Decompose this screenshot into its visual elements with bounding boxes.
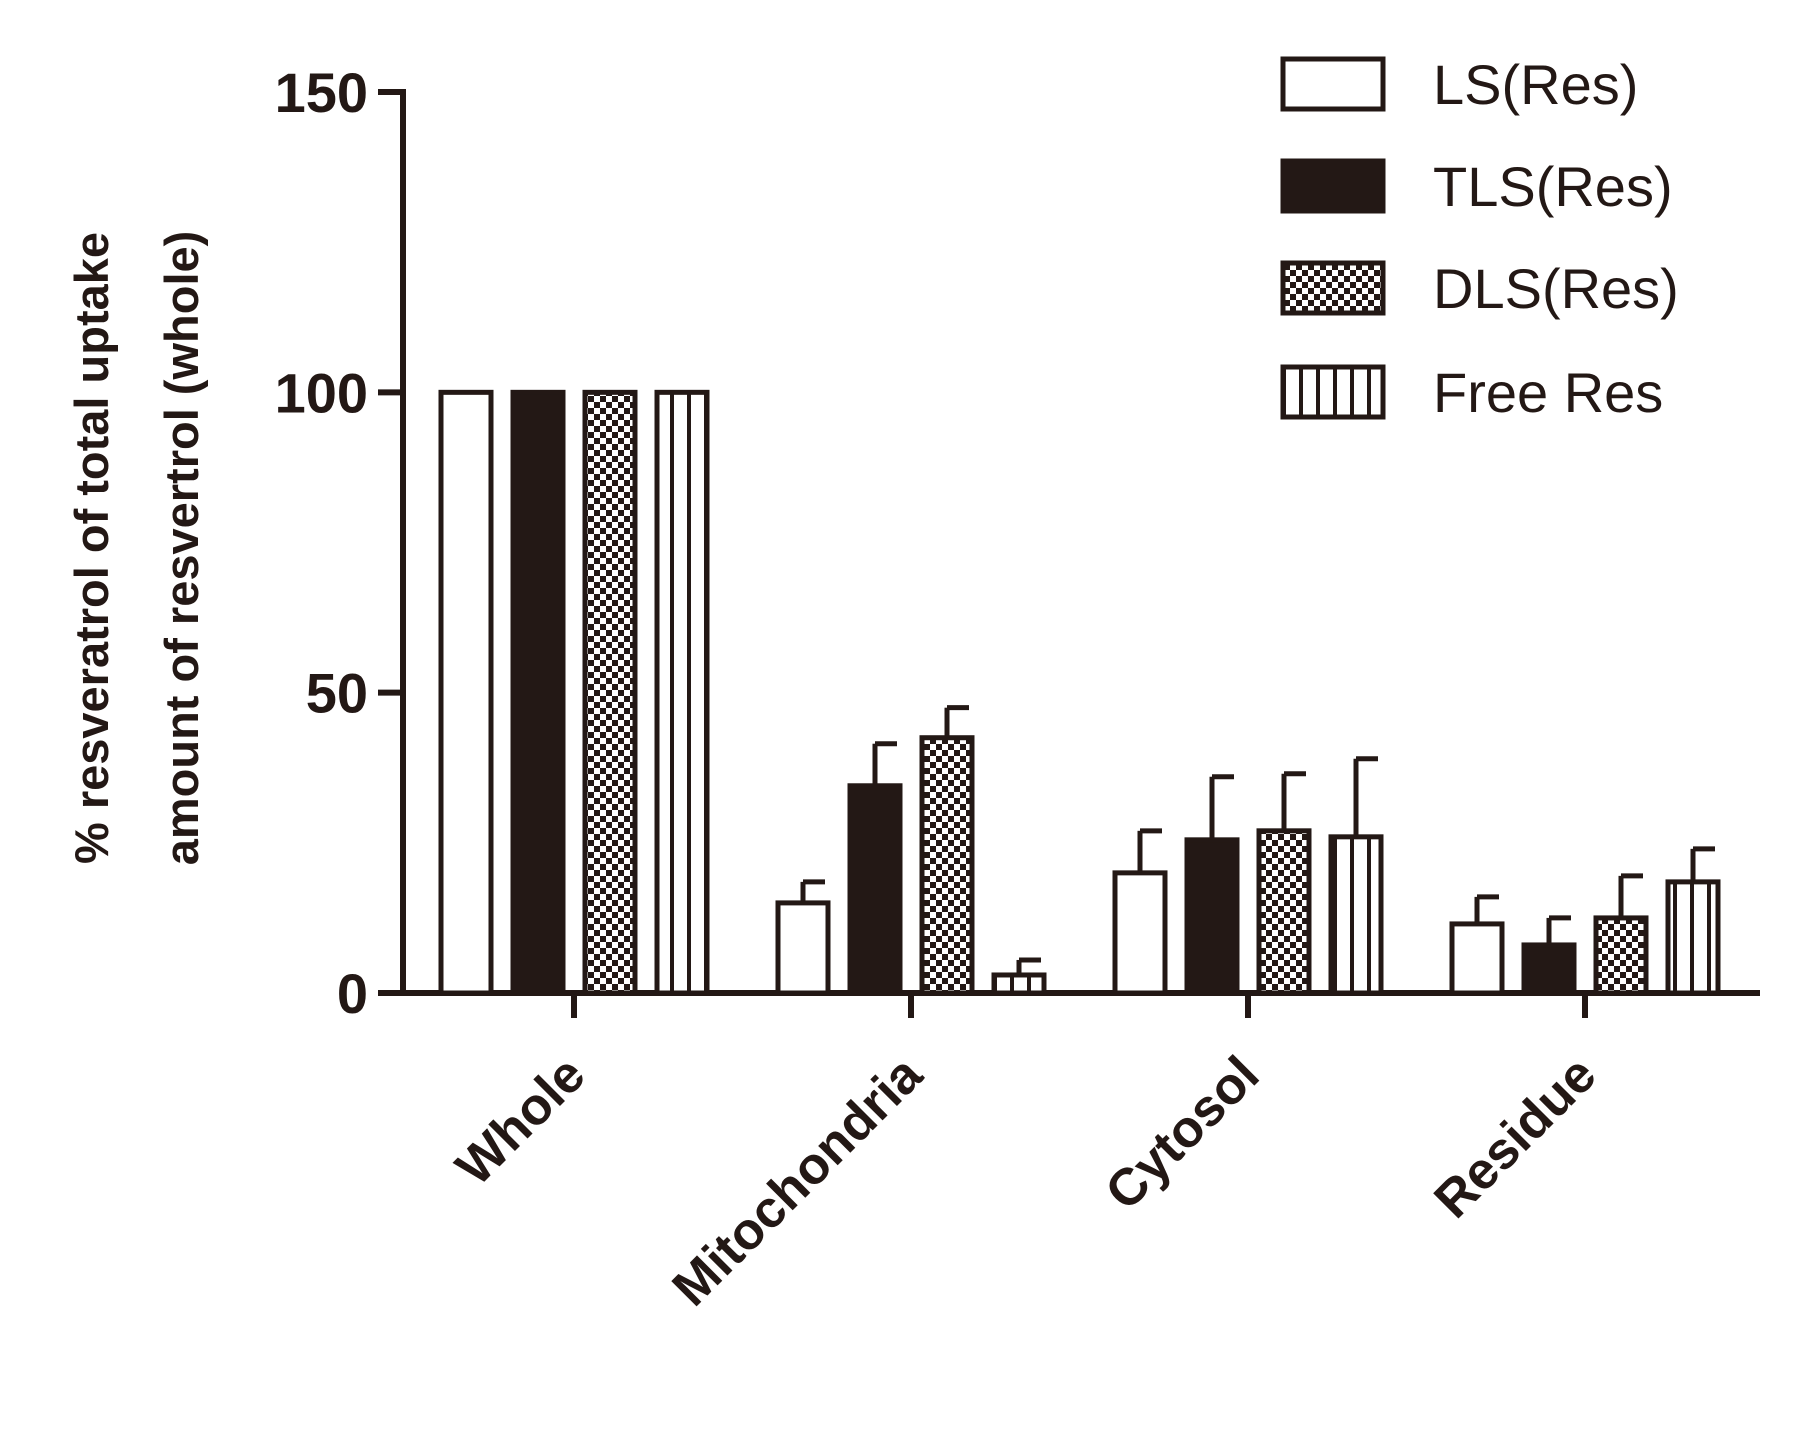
- y-tick-label: 100: [275, 361, 368, 424]
- bar: [1593, 915, 1649, 996]
- bar: [775, 900, 831, 996]
- legend-item: TLS(Res): [1280, 155, 1673, 218]
- legend-label: DLS(Res): [1433, 257, 1679, 320]
- x-axis: [400, 990, 1760, 1018]
- legend: LS(Res) TLS(Res) DLS(Res) Free Res: [1280, 53, 1679, 424]
- bar: [654, 389, 710, 996]
- error-bar: [1281, 771, 1306, 831]
- legend-label: TLS(Res): [1433, 155, 1673, 218]
- bar: [1449, 921, 1505, 996]
- bar: [1665, 879, 1721, 996]
- error-bar: [872, 741, 897, 786]
- y-tick-label: 50: [306, 662, 368, 725]
- error-bar: [1209, 774, 1234, 840]
- category-label: Whole: [445, 1045, 596, 1196]
- error-bar: [1353, 756, 1378, 837]
- legend-label: LS(Res): [1433, 53, 1638, 116]
- legend-item: Free Res: [1280, 361, 1663, 424]
- category-labels: Whole Mitochondria Cytosol Residue: [445, 1045, 1607, 1318]
- legend-item: LS(Res): [1280, 53, 1638, 116]
- bar: [510, 389, 566, 996]
- y-axis: 0 50 100 150: [275, 61, 406, 1025]
- legend-label: Free Res: [1433, 361, 1663, 424]
- error-bar: [944, 705, 969, 738]
- bar: [1521, 942, 1577, 996]
- bar: [582, 389, 638, 996]
- legend-swatch: [1280, 56, 1386, 112]
- legend-swatch: [1280, 158, 1386, 214]
- category-label: Mitochondria: [662, 1045, 935, 1318]
- legend-swatch: [1280, 364, 1386, 420]
- error-bar: [1546, 915, 1571, 945]
- error-bar: [800, 879, 825, 903]
- legend-item: DLS(Res): [1280, 257, 1679, 320]
- y-axis-title: % resveratrol of total uptake amount of …: [65, 231, 208, 866]
- bar: [1184, 837, 1240, 996]
- bar: [847, 783, 903, 996]
- error-bar: [1016, 957, 1041, 975]
- category-label: Residue: [1423, 1045, 1607, 1229]
- legend-swatch: [1280, 260, 1386, 316]
- bar: [1328, 834, 1384, 996]
- y-axis-title-line-2: amount of resvertrol (whole): [155, 231, 208, 866]
- bar: [919, 735, 975, 996]
- bar: [438, 389, 494, 996]
- bar: [991, 972, 1047, 996]
- error-bar: [1474, 894, 1499, 924]
- bar: [1256, 828, 1312, 996]
- y-axis-title-line-1: % resveratrol of total uptake: [65, 232, 118, 864]
- error-bars: [800, 705, 1715, 975]
- error-bar: [1618, 873, 1643, 918]
- error-bar: [1690, 846, 1715, 882]
- y-tick-label: 0: [337, 962, 368, 1025]
- bar: [1112, 870, 1168, 996]
- error-bar: [1137, 828, 1162, 873]
- y-tick-label: 150: [275, 61, 368, 124]
- bars: [438, 389, 1721, 996]
- category-label: Cytosol: [1095, 1045, 1271, 1221]
